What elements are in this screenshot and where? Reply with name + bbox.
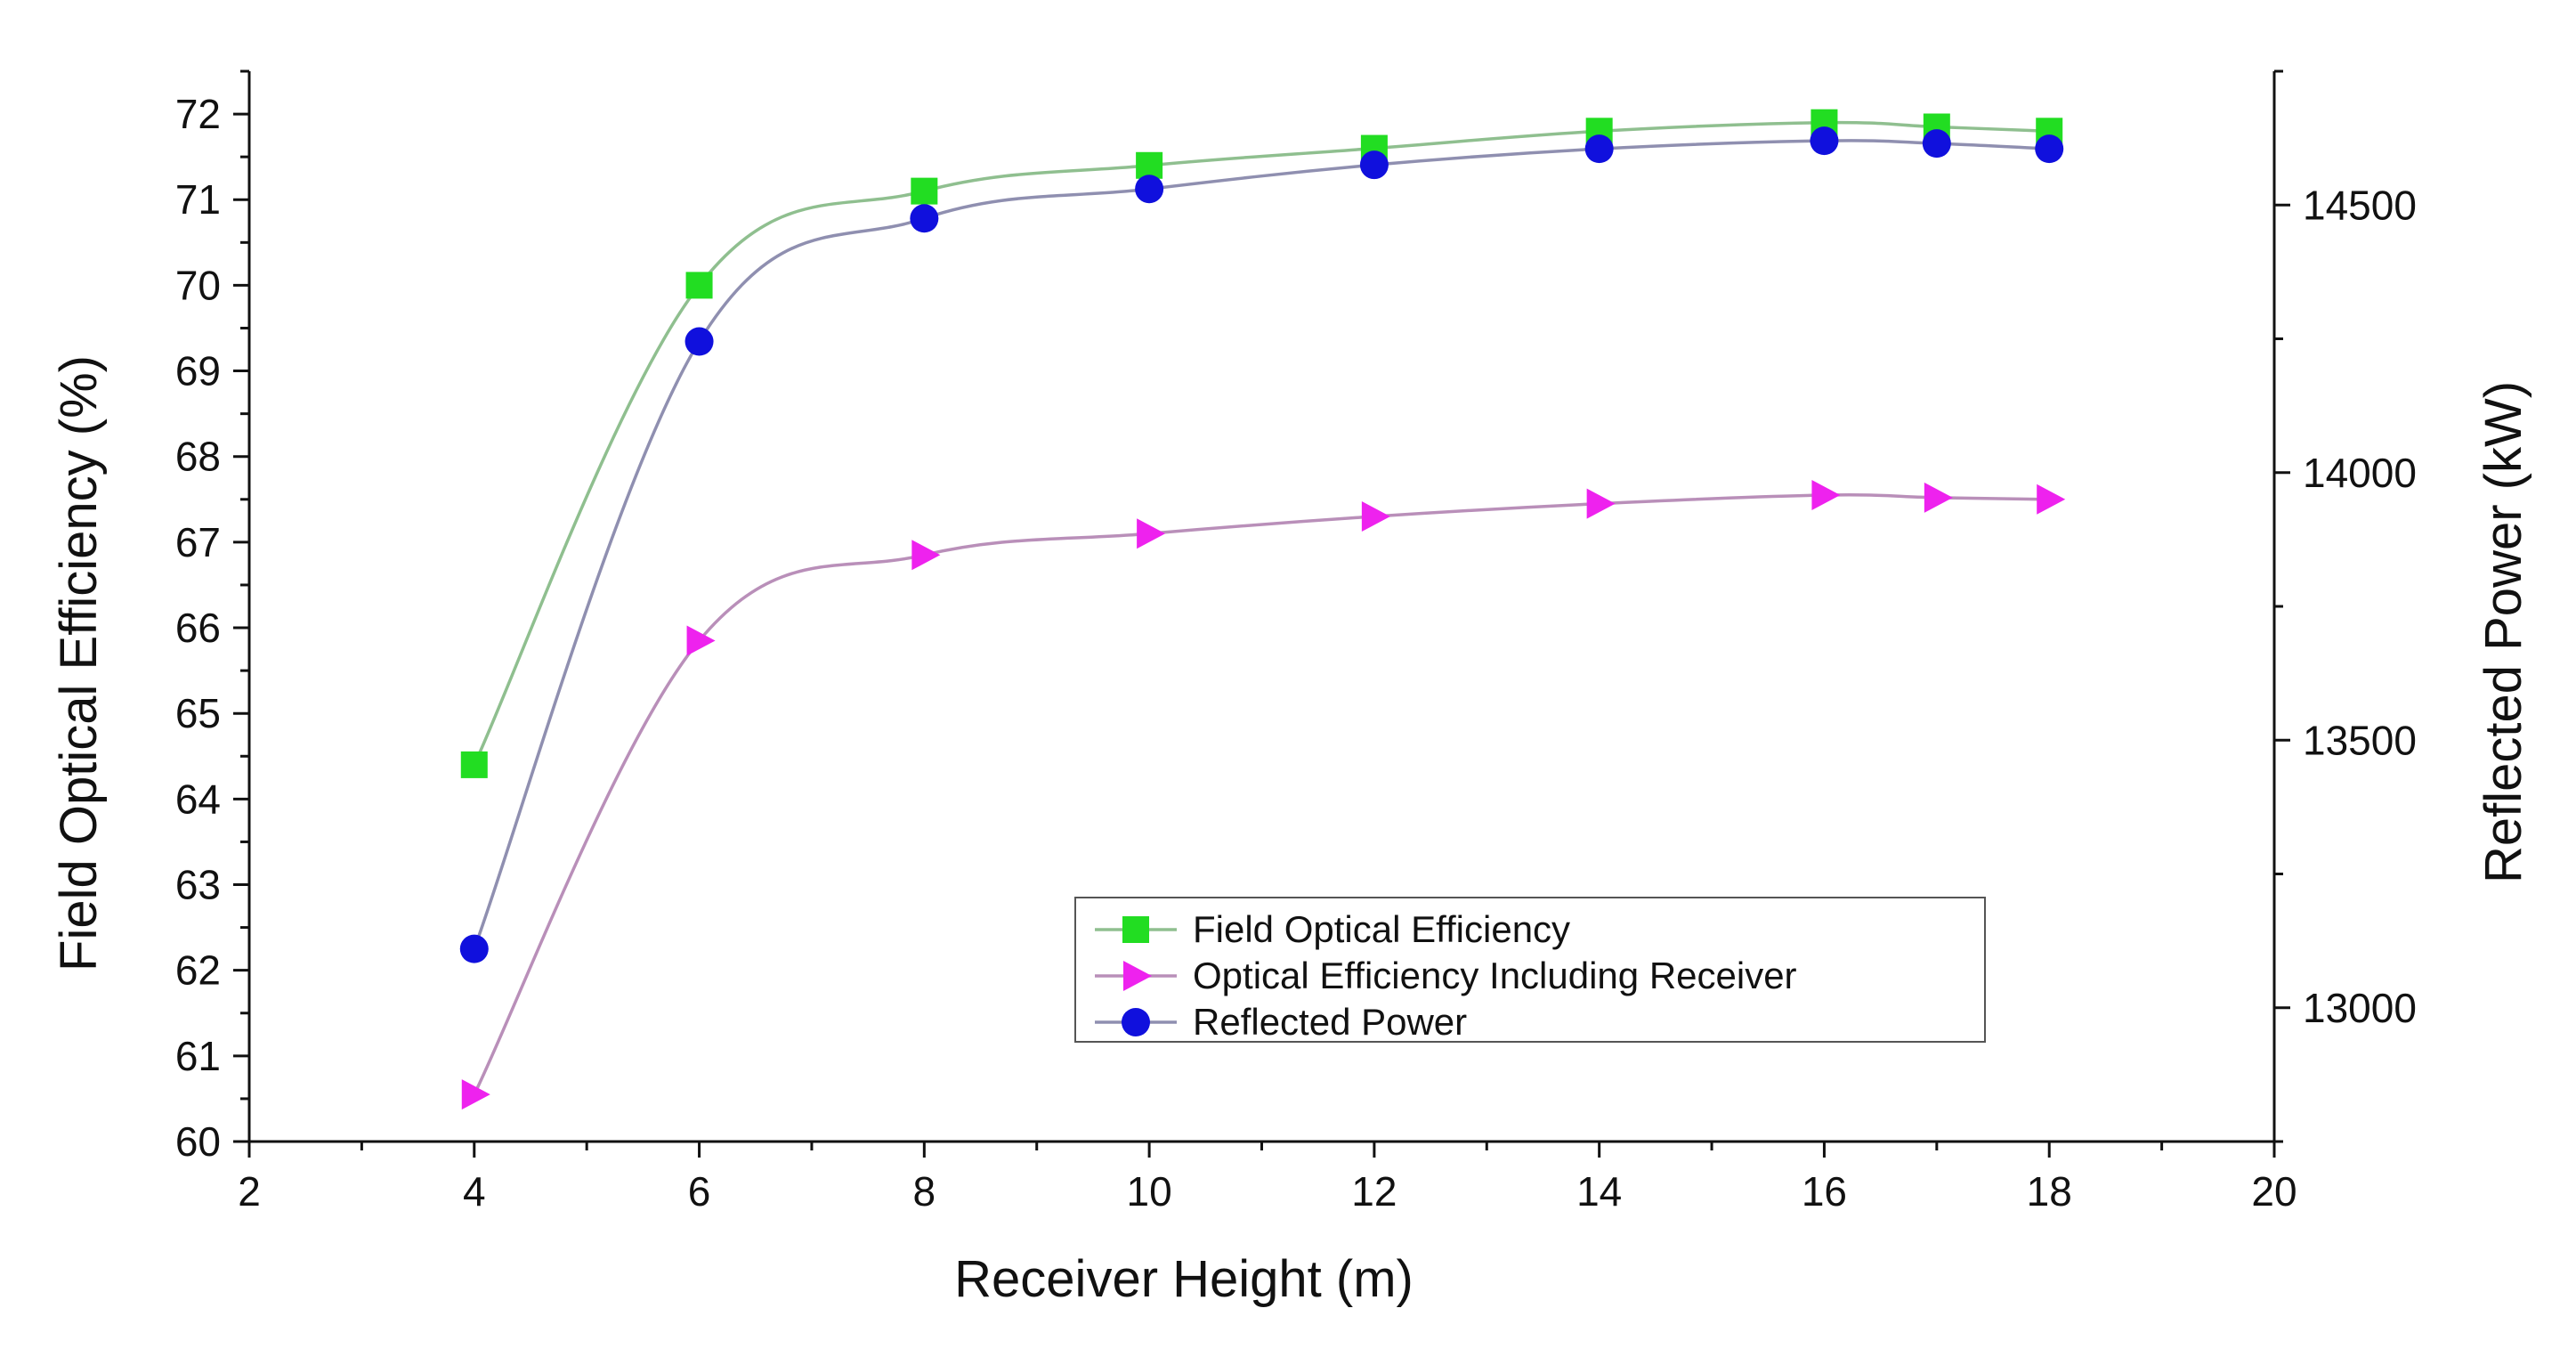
left-y-tick-label: 71	[175, 176, 221, 223]
legend-marker-field-optical-efficiency	[1122, 916, 1149, 943]
right-y-tick-label: 13500	[2303, 717, 2417, 763]
data-point-optical-efficiency-including-receiver	[2037, 484, 2066, 515]
left-y-tick-label: 62	[175, 947, 221, 994]
data-point-optical-efficiency-including-receiver	[911, 540, 941, 571]
axes-layer: 2 4 6 8 10 12 14 16 18 20606162636465666768697071…	[175, 69, 2417, 1215]
series-field-optical-efficiency	[460, 109, 2063, 778]
right-y-tick-label: 13000	[2303, 985, 2417, 1031]
left-y-tick-label: 66	[175, 605, 221, 651]
left-y-axis-title: Field Optical Efficiency (%)	[50, 355, 108, 971]
x-tick-label: 12	[1351, 1168, 1397, 1215]
data-point-optical-efficiency-including-receiver	[686, 625, 716, 656]
x-tick-label: 6	[688, 1168, 711, 1215]
x-tick-label: 20	[2251, 1168, 2297, 1215]
data-point-optical-efficiency-including-receiver	[461, 1079, 490, 1110]
left-y-tick-label: 70	[175, 262, 221, 308]
legend-box	[1074, 897, 1986, 1043]
data-point-optical-efficiency-including-receiver	[1924, 482, 1953, 513]
legend-label-field-optical-efficiency: Field Optical Efficiency	[1193, 908, 1570, 950]
data-point-optical-efficiency-including-receiver	[1586, 488, 1616, 519]
x-tick-label: 16	[1802, 1168, 1847, 1215]
x-tick-label: 2	[238, 1168, 261, 1215]
legend-label-optical-efficiency-including-receiver: Optical Efficiency Including Receiver	[1193, 955, 1797, 996]
data-point-reflected-power	[685, 327, 714, 356]
left-y-tick-label: 61	[175, 1033, 221, 1079]
left-y-tick-label: 60	[175, 1118, 221, 1165]
left-y-tick-label: 63	[175, 862, 221, 908]
right-y-tick-label: 14000	[2303, 450, 2417, 496]
left-y-tick-label: 65	[175, 690, 221, 736]
left-y-tick-label: 68	[175, 434, 221, 480]
x-tick-label: 18	[2027, 1168, 2072, 1215]
series-reflected-power	[459, 126, 2064, 963]
data-point-optical-efficiency-including-receiver	[1811, 479, 1841, 510]
legend: Field Optical Efficiency Optical Efficien…	[1074, 897, 1986, 1043]
data-point-reflected-power	[459, 934, 489, 963]
data-point-field-optical-efficiency	[460, 751, 488, 778]
data-point-reflected-power	[910, 204, 939, 233]
data-point-reflected-power	[2035, 134, 2064, 164]
x-tick-label: 10	[1127, 1168, 1172, 1215]
data-point-reflected-power	[1135, 175, 1164, 204]
data-point-reflected-power	[1584, 134, 1614, 164]
data-point-reflected-power	[1922, 129, 1951, 158]
legend-label-reflected-power: Reflected Power	[1193, 1001, 1467, 1043]
data-point-field-optical-efficiency	[685, 272, 713, 299]
legend-marker-optical-efficiency-including-receiver	[1123, 961, 1152, 991]
right-y-tick-label: 14500	[2303, 182, 2417, 228]
x-axis-title: Receiver Height (m)	[954, 1250, 1414, 1308]
data-point-field-optical-efficiency	[1136, 151, 1163, 179]
data-point-field-optical-efficiency	[911, 177, 938, 205]
left-y-tick-label: 64	[175, 776, 221, 822]
series-line-reflected-power	[473, 139, 2050, 950]
x-tick-label: 14	[1576, 1168, 1622, 1215]
left-y-tick-label: 67	[175, 519, 221, 565]
right-y-axis-title: Reflected Power (kW)	[2475, 381, 2532, 883]
series-line-field-optical-efficiency	[473, 120, 2050, 766]
legend-marker-reflected-power	[1122, 1008, 1150, 1036]
left-y-tick-label: 69	[175, 348, 221, 394]
data-point-optical-efficiency-including-receiver	[1137, 518, 1166, 549]
series-layer	[459, 109, 2066, 1110]
data-point-reflected-power	[1810, 126, 1839, 156]
left-y-tick-label: 72	[175, 91, 221, 137]
x-tick-label: 8	[913, 1168, 936, 1215]
data-point-reflected-power	[1359, 150, 1389, 180]
data-point-optical-efficiency-including-receiver	[1361, 501, 1390, 532]
series-optical-efficiency-including-receiver	[461, 479, 2066, 1110]
x-tick-label: 4	[463, 1168, 486, 1215]
